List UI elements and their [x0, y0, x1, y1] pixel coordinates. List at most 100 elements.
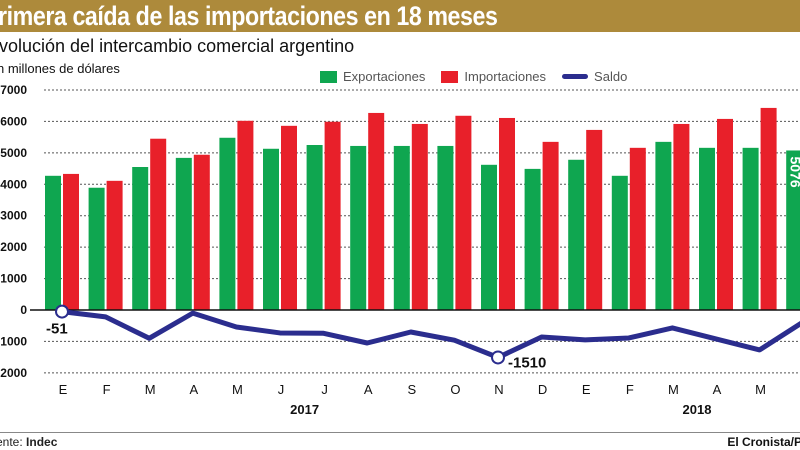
- data-label: 5076: [787, 156, 800, 187]
- balance-line: [61, 309, 800, 360]
- source-value: Indec: [26, 435, 58, 449]
- balance-point: [671, 326, 674, 329]
- x-tick-label: A: [189, 382, 198, 397]
- bar-imports: [717, 118, 733, 311]
- bar-imports: [281, 125, 297, 310]
- bar-exports: [88, 187, 105, 310]
- bar-imports: [542, 141, 559, 310]
- data-label: -51: [46, 321, 68, 338]
- x-tick-label: A: [713, 382, 722, 397]
- bar-exports: [655, 141, 672, 310]
- balance-point: [366, 342, 369, 344]
- y-tick-label: 4000: [0, 177, 27, 191]
- bar-imports: [368, 112, 385, 310]
- legend-label: Saldo: [594, 69, 628, 84]
- bar-imports: [455, 115, 472, 311]
- balance-point: [191, 312, 194, 315]
- legend-swatch-balance: [562, 74, 589, 79]
- x-tick-label: M: [668, 382, 679, 397]
- y-tick-label: 2000: [0, 240, 27, 254]
- bar-exports: [699, 147, 715, 310]
- legend-item-imports: Importaciones: [441, 69, 546, 84]
- x-tick-label: D: [538, 382, 547, 397]
- bar-exports: [437, 145, 454, 310]
- units-label: n millones de dólares: [0, 61, 120, 76]
- balance-marker: [55, 304, 69, 319]
- x-tick-label: S: [407, 382, 416, 397]
- x-tick-label: E: [59, 382, 68, 397]
- x-tick-label: M: [232, 382, 243, 397]
- bar-imports: [324, 121, 341, 310]
- x-tick-label: E: [582, 382, 591, 397]
- source-note: ente: Indec: [0, 435, 57, 449]
- bar-exports: [263, 148, 279, 310]
- balance-point: [235, 325, 238, 328]
- bar-imports: [150, 138, 167, 310]
- chart-plot: 7000 6000 5000 4000 3000 2000 1000 0 -1000 -2000 -…: [0, 83, 800, 417]
- bar-exports: [742, 147, 759, 310]
- balance-point: [627, 336, 630, 339]
- x-tick-label: J: [321, 382, 328, 397]
- x-tick-label: O: [450, 382, 460, 397]
- year-label: 2017: [290, 402, 319, 417]
- legend-label: Importaciones: [464, 69, 547, 84]
- legend-swatch-exports: [320, 70, 337, 83]
- x-tick-label: A: [364, 382, 373, 397]
- bar-exports: [219, 137, 236, 310]
- bar-imports: [411, 123, 428, 310]
- bar-exports: [481, 164, 497, 310]
- balance-point: [758, 348, 761, 351]
- bar-exports: [524, 168, 541, 310]
- legend-swatch-imports: [441, 70, 459, 83]
- balance-point: [279, 331, 281, 334]
- bar-imports: [63, 173, 79, 310]
- x-tick-label: F: [626, 382, 634, 397]
- source-label: ente:: [0, 435, 23, 449]
- y-tick-label: 6000: [0, 114, 27, 128]
- bar-imports: [237, 120, 254, 310]
- bar-exports: [132, 167, 149, 310]
- legend-item-exports: Exportaciones: [320, 69, 425, 84]
- x-tick-label: M: [755, 382, 766, 397]
- bar-imports: [673, 123, 690, 310]
- title-bar: rimera caída de las importaciones en 18 …: [0, 0, 800, 32]
- balance-point: [540, 336, 543, 339]
- balance-point: [453, 339, 456, 342]
- bar-exports: [350, 145, 367, 310]
- x-tick-label: F: [103, 382, 111, 397]
- bar-imports: [586, 129, 603, 310]
- bar-exports: [568, 159, 585, 310]
- chart-subtitle: volución del intercambio comercial argen…: [0, 36, 355, 56]
- bar-imports: [106, 180, 123, 310]
- y-tick-label: 3000: [0, 209, 27, 223]
- x-tick-label: J: [278, 382, 285, 397]
- bar-exports: [45, 175, 61, 310]
- bar-imports: [499, 117, 515, 310]
- bar-exports: [393, 145, 410, 310]
- balance-point: [584, 338, 587, 341]
- bar-exports: [175, 157, 192, 310]
- balance-marker: [491, 350, 505, 365]
- chart-title: rimera caída de las importaciones en 18 …: [0, 1, 498, 31]
- bar-imports: [629, 147, 646, 310]
- y-tick-label: 5000: [0, 146, 27, 160]
- legend-item-balance: Saldo: [562, 69, 627, 84]
- y-tick-label: 0: [20, 303, 27, 317]
- balance-point: [148, 337, 151, 340]
- data-label: -1510: [508, 354, 546, 371]
- bar-exports: [611, 175, 628, 310]
- footer-divider: [0, 432, 800, 433]
- balance-point: [409, 331, 412, 333]
- y-tick-label: -1000: [0, 334, 27, 348]
- balance-point: [715, 337, 717, 340]
- x-tick-label: N: [494, 382, 503, 397]
- balance-point: [104, 315, 107, 318]
- legend: Exportaciones Importaciones Saldo: [320, 69, 627, 84]
- credit: El Cronista/P: [727, 435, 800, 449]
- x-tick-label: M: [145, 382, 156, 397]
- y-tick-label: 7000: [0, 83, 27, 97]
- y-tick-label: 1000: [0, 272, 27, 286]
- bar-imports: [193, 154, 210, 310]
- legend-label: Exportaciones: [343, 69, 426, 84]
- balance-point: [322, 332, 325, 335]
